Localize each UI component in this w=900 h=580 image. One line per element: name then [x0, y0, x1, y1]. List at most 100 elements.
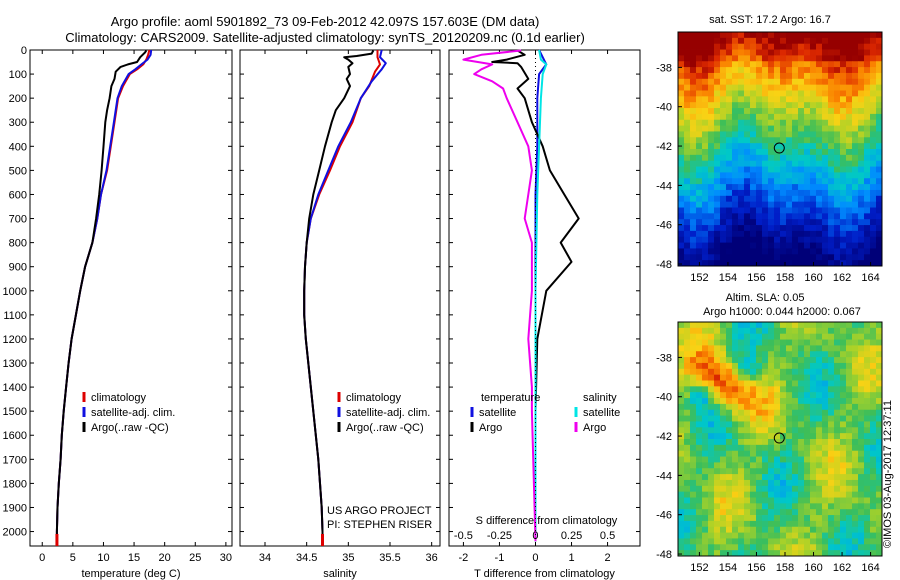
map-cell — [810, 84, 817, 91]
map-cell — [708, 230, 715, 238]
map-cell — [762, 515, 769, 522]
map-cell — [846, 520, 853, 528]
map-cell — [684, 102, 691, 109]
map-cell — [810, 61, 817, 68]
map-cell — [810, 479, 817, 487]
map-cell — [798, 538, 805, 545]
map-cell — [768, 201, 775, 208]
map-cell — [816, 398, 823, 405]
map-cell — [678, 345, 685, 352]
map-cell — [864, 515, 871, 522]
map-cell — [840, 201, 847, 208]
map-cell — [684, 37, 691, 45]
map-cell — [804, 474, 811, 481]
series-line-temperature-1 — [55, 49, 153, 544]
map-cell — [732, 362, 739, 370]
map-cell — [864, 55, 871, 62]
map-cell — [720, 386, 727, 393]
map-cell — [762, 520, 769, 528]
map-cell — [780, 450, 787, 457]
map-cell — [696, 538, 703, 545]
map-cell — [768, 84, 775, 91]
map-cell — [840, 213, 847, 220]
map-cell — [816, 415, 823, 422]
map-cell — [792, 207, 799, 214]
map-cell — [846, 357, 853, 364]
map-cell — [702, 37, 709, 45]
map-cell — [792, 509, 799, 516]
map-cell — [858, 102, 865, 109]
map-cell — [870, 102, 877, 109]
map-cell — [684, 260, 691, 267]
map-cell — [720, 351, 727, 358]
map-cell — [870, 444, 877, 452]
map-cell — [708, 444, 715, 452]
map-cell — [744, 444, 751, 452]
map-cell — [684, 178, 691, 185]
map-cell — [768, 119, 775, 126]
map-cell — [810, 491, 817, 498]
map-cell — [840, 96, 847, 103]
map-cell — [768, 131, 775, 138]
map-cell — [780, 392, 787, 399]
map-cell — [744, 526, 751, 533]
map-cell — [690, 550, 697, 557]
map-cell — [828, 398, 835, 405]
map-cell — [678, 125, 685, 132]
map-cell — [768, 322, 775, 329]
map-cell — [864, 84, 871, 91]
map-cell — [774, 242, 781, 249]
map-cell — [702, 427, 709, 434]
map-cell — [744, 421, 751, 428]
map-cell — [780, 485, 787, 493]
map-cell — [732, 195, 739, 203]
map-cell — [804, 532, 811, 539]
map-cell — [840, 242, 847, 249]
map-cell — [762, 362, 769, 370]
map-cell — [762, 225, 769, 232]
map-cell — [828, 189, 835, 197]
map-cell — [684, 55, 691, 62]
map-cell — [840, 362, 847, 370]
map-cell — [822, 333, 829, 340]
map-cell — [804, 550, 811, 557]
map-cell — [738, 398, 745, 405]
map-cell — [732, 351, 739, 358]
map-cell — [684, 61, 691, 68]
map-cell — [786, 248, 793, 255]
map-cell — [810, 207, 817, 214]
map-cell — [828, 415, 835, 422]
map-cell — [810, 78, 817, 86]
map-cell — [738, 450, 745, 457]
map-cell — [858, 520, 865, 528]
map-cell — [840, 61, 847, 68]
map-cell — [852, 503, 859, 510]
map-cell — [720, 172, 727, 179]
map-cell — [768, 149, 775, 156]
map-cell — [732, 125, 739, 132]
map-cell — [726, 550, 733, 557]
map-cell — [810, 230, 817, 238]
map-cell — [708, 119, 715, 126]
map-cell — [708, 184, 715, 191]
map-cell — [738, 108, 745, 115]
map-cell — [828, 544, 835, 551]
map-cell — [708, 392, 715, 399]
map-cell — [744, 351, 751, 358]
map-cell — [696, 242, 703, 249]
map-cell — [750, 166, 757, 173]
map-cell — [708, 520, 715, 528]
map-cell — [720, 90, 727, 97]
map-cell — [798, 154, 805, 162]
map-cell — [840, 532, 847, 539]
map-cell — [702, 444, 709, 452]
map-cell — [750, 503, 757, 510]
map-cell — [864, 456, 871, 463]
map-cell — [774, 374, 781, 381]
map-cell — [876, 333, 883, 340]
map-cell — [870, 119, 877, 126]
map-cell — [702, 172, 709, 179]
map-cell — [858, 254, 865, 261]
map-cell — [846, 398, 853, 405]
map-cell — [816, 409, 823, 416]
